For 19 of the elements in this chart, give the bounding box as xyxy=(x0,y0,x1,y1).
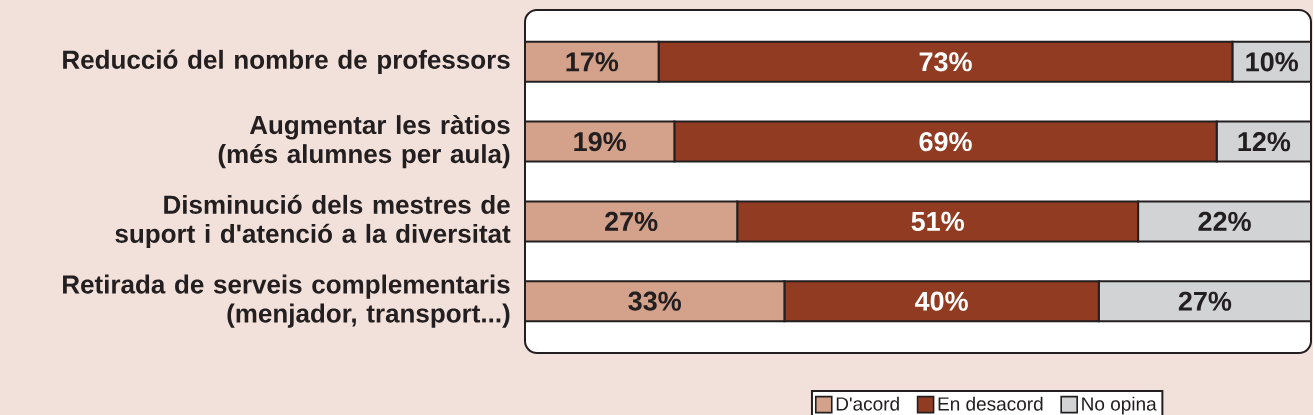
y-tick-label: Augmentar les ràtios (més alumnes per aula) xyxy=(218,114,510,169)
data-label: 10% xyxy=(1246,52,1299,72)
data-label: 12% xyxy=(1238,132,1291,152)
data-label: 69% xyxy=(919,132,972,152)
data-label: 40% xyxy=(914,291,968,311)
data-label: 19% xyxy=(574,132,626,152)
legend-label: D'acord xyxy=(836,396,899,411)
data-label: 22% xyxy=(1198,211,1251,231)
y-tick-label: Retirada de serveis complementaris (menjador, transport...) xyxy=(63,274,510,328)
data-label: 51% xyxy=(911,211,964,231)
data-label: 73% xyxy=(919,52,972,72)
y-tick-label: Disminució dels mestres de suport i d'atenció a la diversitat xyxy=(115,194,511,249)
data-label: 27% xyxy=(1178,291,1232,311)
data-label: 17% xyxy=(566,52,619,72)
y-tick-label: Reducció del nombre de professors xyxy=(63,49,510,75)
data-label: 27% xyxy=(605,211,658,231)
data-label: 33% xyxy=(628,291,681,311)
legend-label: En desacord xyxy=(938,396,1043,411)
legend-label: No opina xyxy=(1082,396,1157,415)
